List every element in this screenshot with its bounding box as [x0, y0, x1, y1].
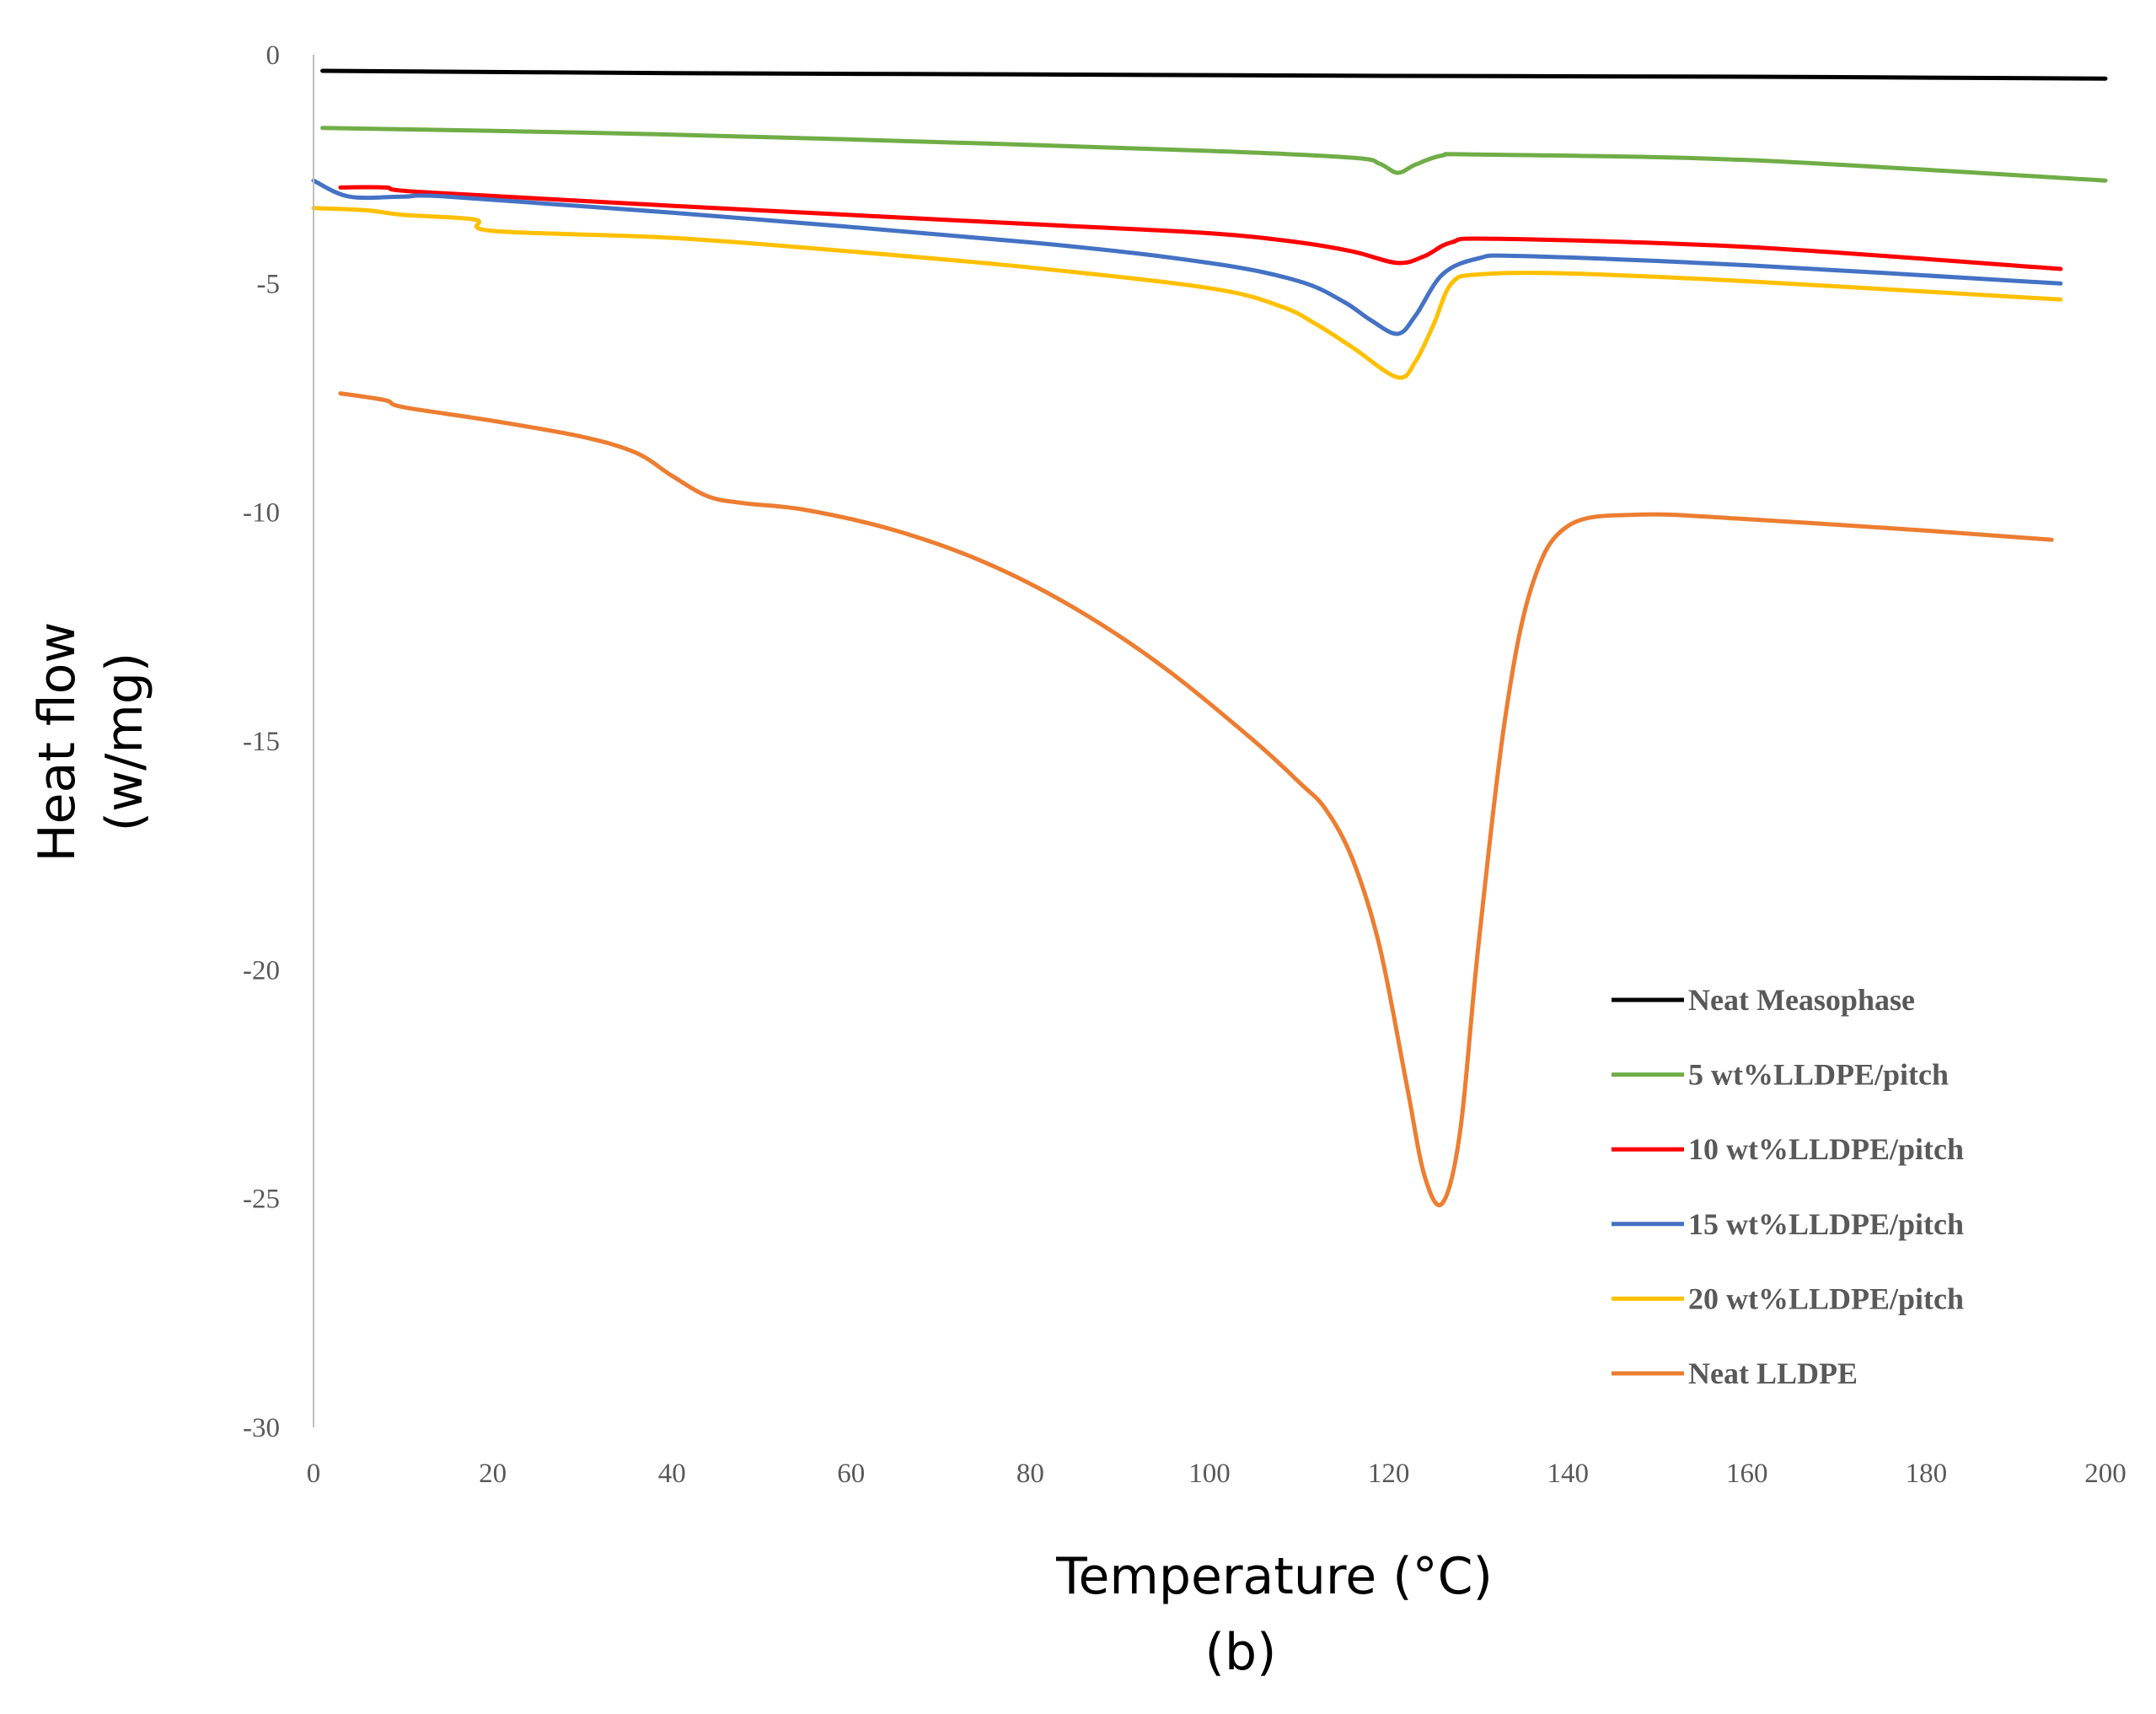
legend: Neat Measophase 5 wt%LLDPE/pitch 10 wt%LLD… [1612, 983, 1964, 1390]
x-tick-label: 60 [837, 1459, 865, 1489]
series-line-6 [338, 391, 2054, 1207]
x-tick-label: 40 [658, 1459, 686, 1489]
legend-label: 10 wt%LLDPE/pitch [1688, 1132, 1964, 1166]
series-line-2 [320, 126, 2108, 183]
y-tick-label: 0 [266, 40, 281, 71]
x-tick-labels: 0 20 40 60 80 100 120 140 160 180 200 [307, 1459, 2127, 1489]
legend-label: 5 wt%LLDPE/pitch [1688, 1058, 1949, 1092]
x-tick-label: 180 [1906, 1459, 1948, 1489]
x-tick-label: 100 [1188, 1459, 1231, 1489]
y-tick-labels: 0 -5 -10 -15 -20 -25 -30 [243, 40, 280, 1443]
series-line-1 [320, 68, 2108, 81]
y-tick-label: -30 [243, 1413, 280, 1443]
series-line-3 [338, 185, 2063, 271]
plot-lines [311, 68, 2108, 1207]
x-tick-label: 120 [1368, 1459, 1410, 1489]
x-tick-label: 200 [2084, 1459, 2127, 1489]
y-tick-label: -5 [257, 269, 281, 299]
legend-label: Neat Measophase [1688, 983, 1915, 1017]
y-tick-label: -15 [243, 727, 280, 757]
legend-label: Neat LLDPE [1688, 1357, 1858, 1390]
y-axis-title-line1: Heat flow [28, 622, 87, 862]
x-tick-label: 140 [1547, 1459, 1589, 1489]
y-axis-title-line2: (w/mg) [95, 653, 154, 832]
x-tick-label: 20 [479, 1459, 507, 1489]
x-axis-title: Temperature (°C) [1055, 1547, 1493, 1606]
y-tick-label: -10 [243, 498, 280, 529]
figure-caption: (b) [1205, 1623, 1277, 1682]
x-tick-label: 80 [1016, 1459, 1044, 1489]
series-line-4 [311, 178, 2063, 336]
y-tick-label: -25 [243, 1185, 280, 1215]
series-line-5 [311, 206, 2063, 380]
legend-label: 15 wt%LLDPE/pitch [1688, 1207, 1964, 1241]
x-tick-label: 0 [307, 1459, 321, 1489]
x-tick-label: 160 [1726, 1459, 1768, 1489]
legend-label: 20 wt%LLDPE/pitch [1688, 1281, 1964, 1315]
y-tick-label: -20 [243, 955, 280, 986]
